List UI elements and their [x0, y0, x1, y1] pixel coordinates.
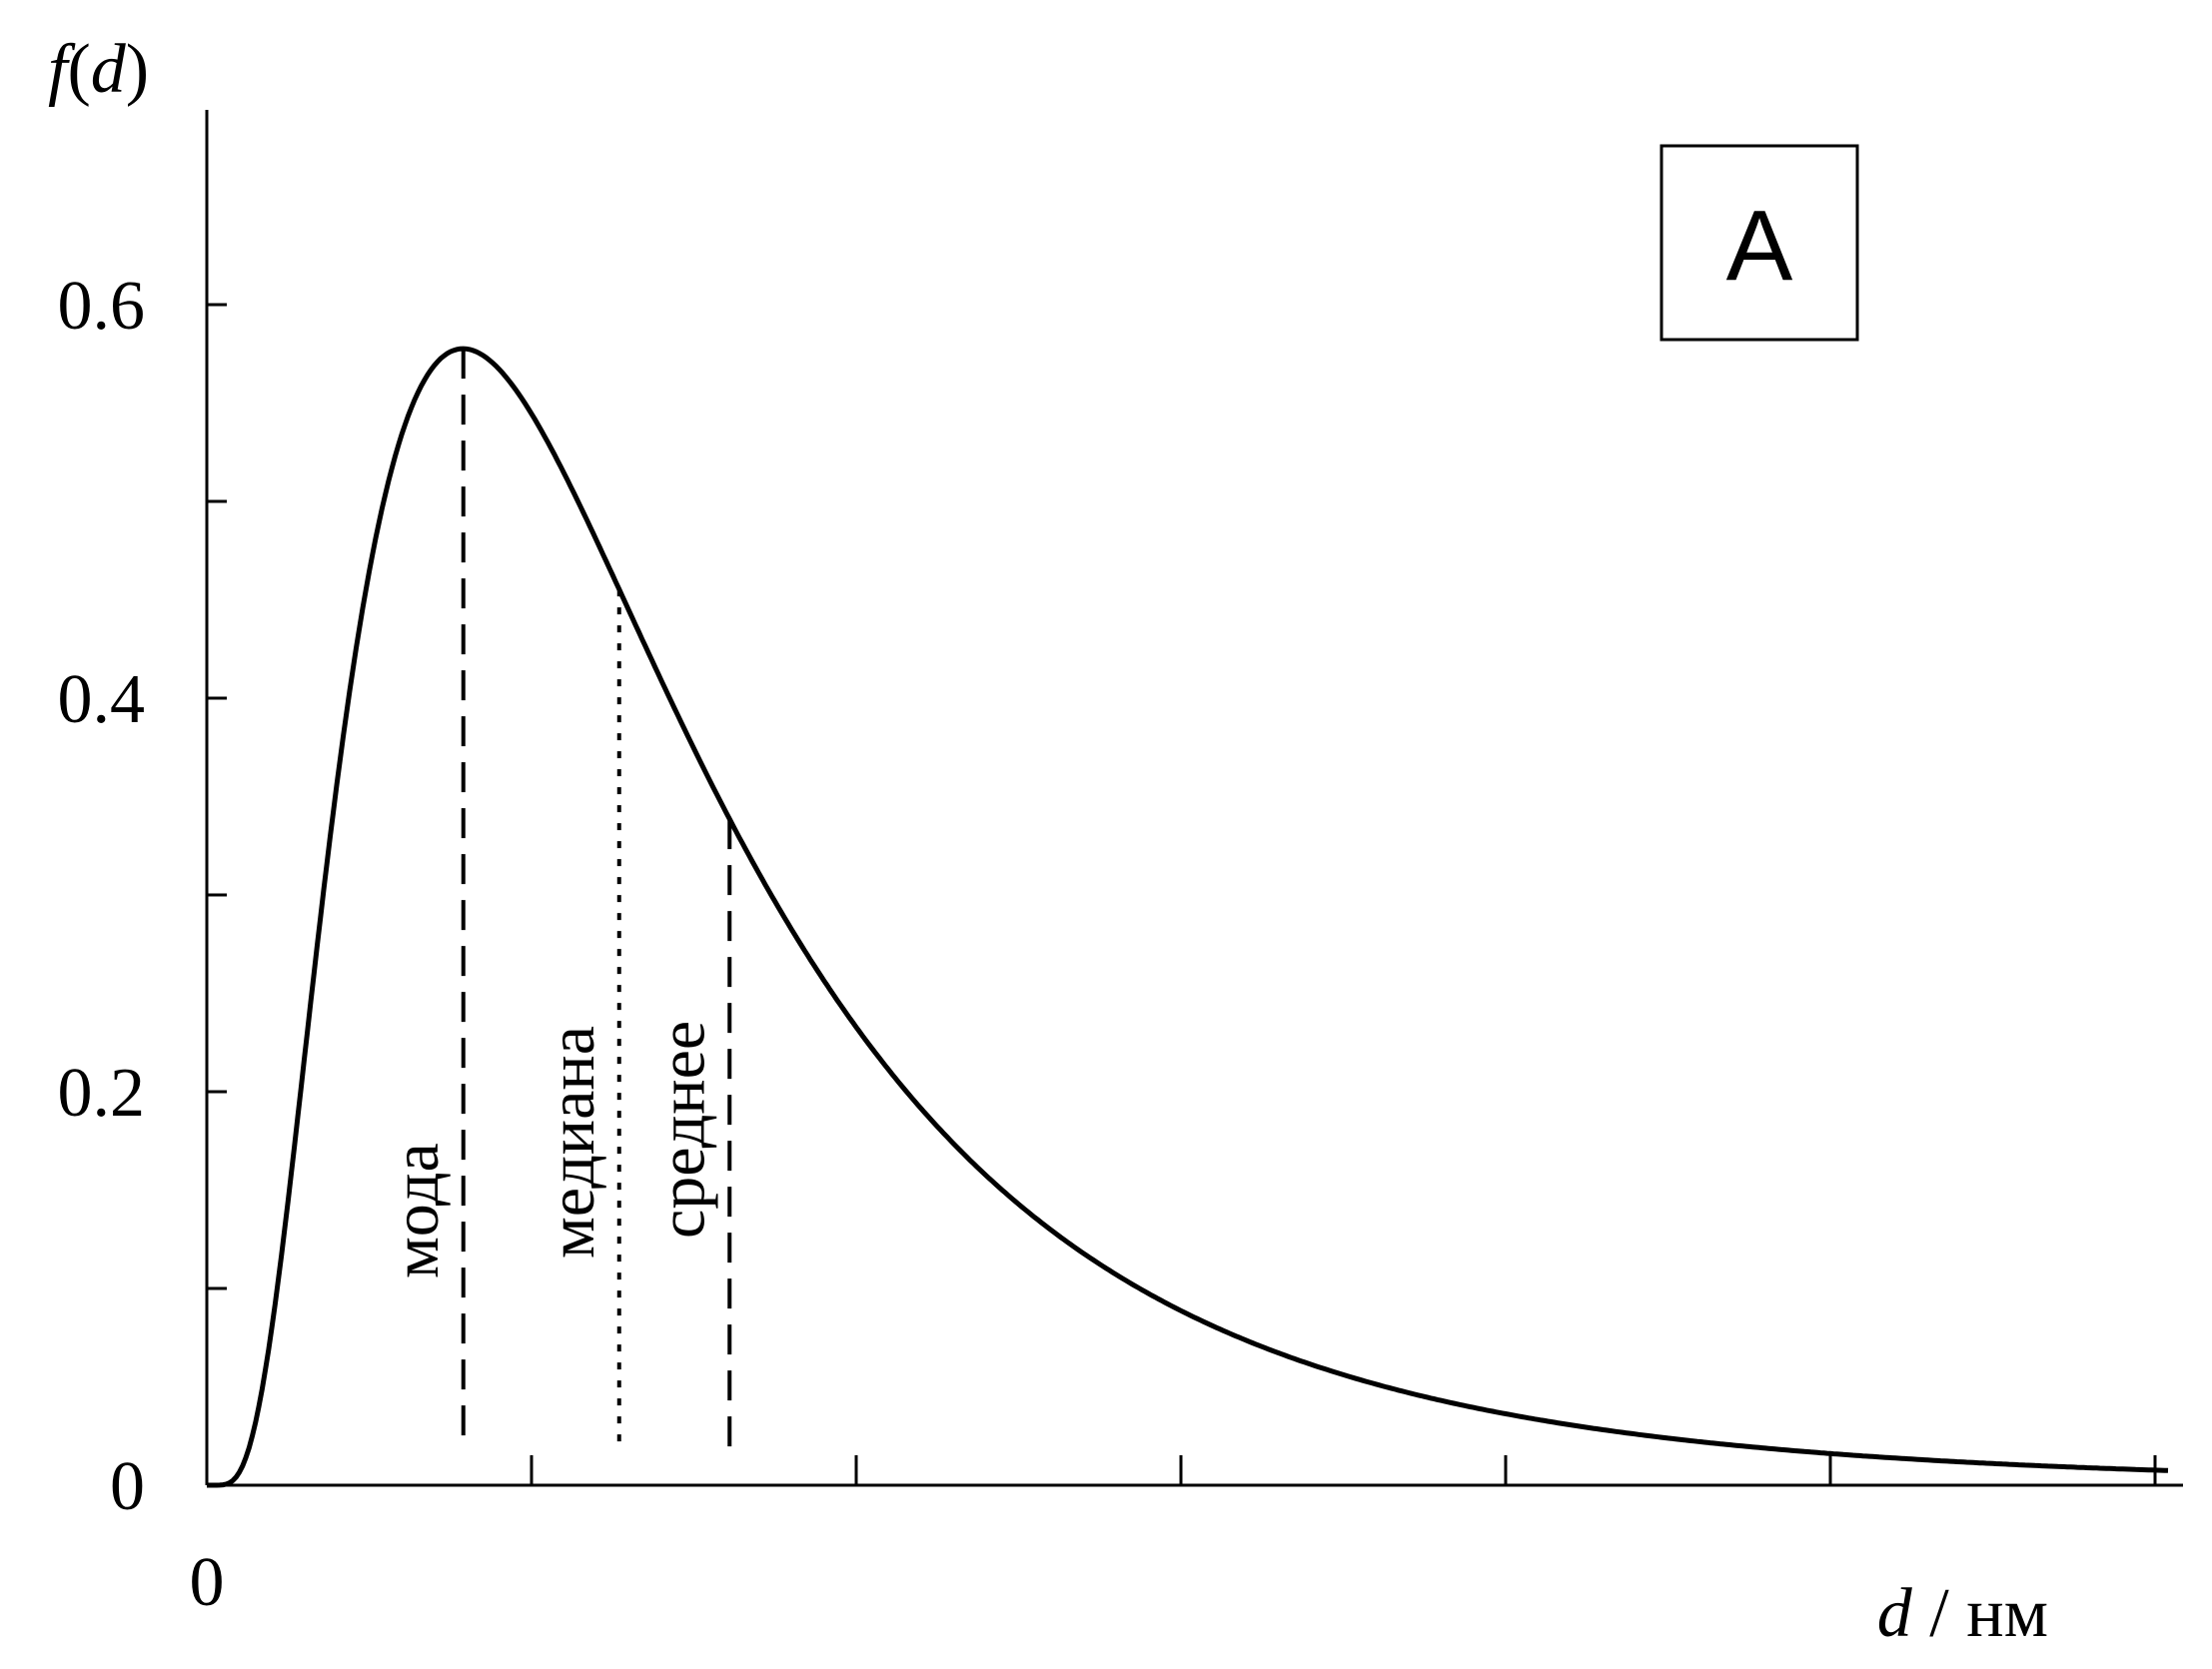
mode-label: мода: [380, 1143, 453, 1278]
markers: мода медиана среднее: [380, 349, 732, 1447]
y-tick-label: 0: [110, 1448, 145, 1525]
panel-label: A: [1726, 190, 1793, 302]
x-axis-label: d / нм: [1877, 1575, 2048, 1652]
y-ticks: 0 0.2 0.4 0.6: [58, 268, 227, 1525]
y-tick-label: 0.2: [58, 1055, 146, 1132]
y-label-open: (: [67, 31, 90, 108]
y-axis-label: f(d): [48, 31, 149, 108]
distribution-curve: [207, 346, 2169, 1488]
median-label: медиана: [536, 1026, 608, 1258]
y-tick-label: 0.4: [58, 661, 146, 738]
panel-label-box: [1659, 144, 1859, 342]
x-ticks: [530, 1455, 2157, 1485]
mean-label: среднее: [645, 1021, 718, 1239]
x-label-var: d: [1877, 1575, 1913, 1652]
y-label-d: d: [91, 31, 127, 108]
y-label-close: ): [126, 31, 149, 108]
x-label-unit: / нм: [1912, 1575, 2048, 1652]
x-origin-label: 0: [190, 1544, 225, 1621]
y-tick-label: 0.6: [58, 268, 146, 345]
